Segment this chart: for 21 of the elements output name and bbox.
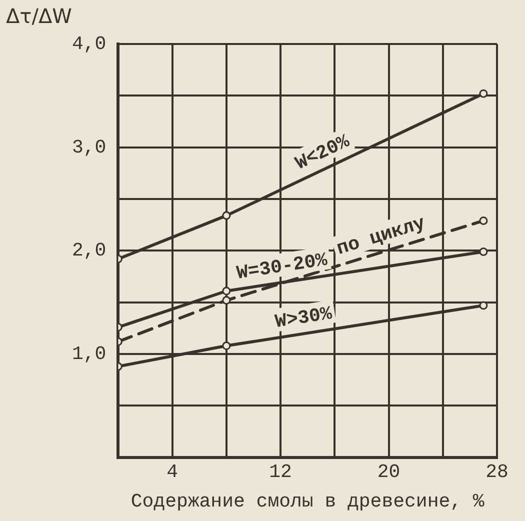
x-tick-label: 20 [377, 460, 400, 483]
point [479, 89, 488, 98]
text: по циклу [334, 212, 428, 260]
point [222, 211, 231, 220]
point [479, 216, 488, 225]
y-tick-label: 4,0 [72, 33, 106, 56]
x-tick-label: 28 [486, 460, 508, 483]
y-axis-title: Δτ/ΔW [6, 4, 72, 28]
y-tick-label: 2,0 [72, 240, 106, 262]
point [479, 247, 488, 256]
x-axis-title: Содержание смолы в древесине, % [130, 490, 485, 513]
point [222, 296, 231, 305]
text: W>30% [274, 302, 334, 334]
point [222, 342, 231, 350]
text: W=30-20% [235, 248, 330, 284]
x-tick-label: 4 [166, 460, 178, 483]
y-tick-label: 3,0 [72, 136, 106, 158]
point [479, 301, 488, 310]
x-tick-label: 12 [269, 460, 292, 483]
point [222, 286, 231, 296]
y-tick-label: 1,0 [72, 343, 106, 366]
